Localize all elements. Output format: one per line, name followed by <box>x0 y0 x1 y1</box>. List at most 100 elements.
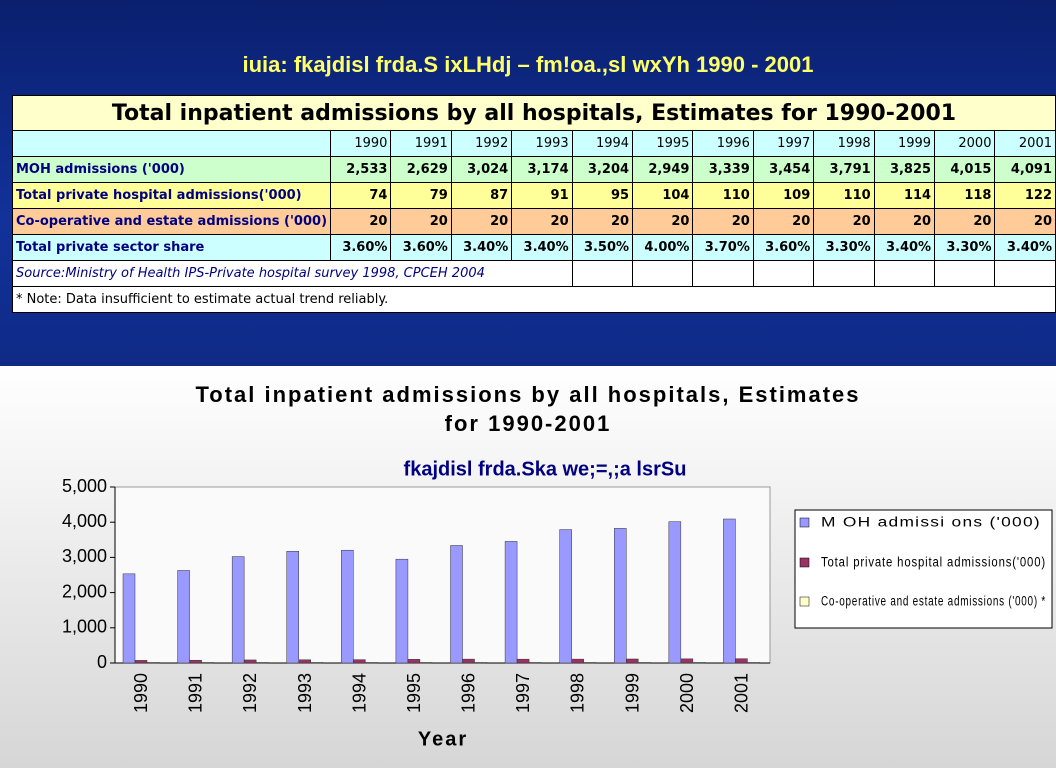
table-cell: 110 <box>692 182 754 209</box>
bar <box>474 662 487 664</box>
bar <box>134 660 148 664</box>
bar <box>243 659 257 664</box>
legend-swatch <box>799 557 810 568</box>
table-row: Total inpatient admissions by all hospit… <box>12 95 1056 131</box>
table-cell: 3.60% <box>330 234 392 261</box>
bar <box>395 558 409 664</box>
table-cell: 122 <box>994 182 1056 209</box>
y-tick-label: 4,000 <box>62 511 107 531</box>
bar <box>559 529 572 664</box>
table-cell: 3.70% <box>692 234 754 261</box>
bar <box>341 549 354 664</box>
table-cell: Total inpatient admissions by all hospit… <box>12 95 1056 131</box>
table-row: * Note: Data insufficient to estimate ac… <box>12 286 1056 313</box>
x-tick-label: 1998 <box>568 673 588 713</box>
bar <box>680 658 694 664</box>
legend-swatch <box>799 596 810 607</box>
bar <box>201 662 214 664</box>
table-cell: 3.30% <box>813 234 875 261</box>
legend-label: M OH admissi ons ('000) <box>821 515 1041 530</box>
table-row: Co-operative and estate admissions ('000… <box>11 208 1056 235</box>
bar <box>614 528 627 664</box>
x-tick-label: 1990 <box>131 673 151 713</box>
bar <box>692 662 706 664</box>
bar <box>450 545 463 664</box>
table-cell: 1997 <box>752 130 815 157</box>
table-cell: 1999 <box>873 130 936 157</box>
bar <box>231 556 245 664</box>
plot-area <box>114 486 771 664</box>
table-cell: 20 <box>571 208 634 235</box>
table-cell: 3,024 <box>450 156 513 183</box>
table-cell: 1992 <box>450 130 513 157</box>
chart-subtitle: fkajdisl frda.Ska we;=,;a lsrSu <box>404 458 687 480</box>
x-tick-label: 1994 <box>349 673 369 713</box>
table-cell: 2,629 <box>390 156 452 183</box>
y-tick-label: 2,000 <box>62 581 107 601</box>
table-cell: 3.40% <box>450 234 513 261</box>
y-tick-label: 1,000 <box>62 617 107 637</box>
legend-swatch <box>799 517 810 528</box>
x-tick-label: 1993 <box>295 673 315 713</box>
y-tick-label: 3,000 <box>62 546 107 566</box>
table-cell: 3.40% <box>994 234 1056 261</box>
x-tick-label: 2000 <box>677 673 697 713</box>
table-panel: iuia: fkajdisl frda.S ixLHdj – fm!oa.,sl… <box>0 0 1056 366</box>
y-tick-label: 0 <box>97 652 107 672</box>
table-cell: * Note: Data insufficient to estimate ac… <box>12 286 1056 313</box>
table-cell: 20 <box>752 208 815 235</box>
x-tick-label: 2001 <box>731 673 751 713</box>
table-cell: 2001 <box>994 130 1056 157</box>
bar <box>407 659 421 664</box>
bar <box>462 658 475 664</box>
x-tick-label: 1995 <box>404 673 424 713</box>
table-cell: 20 <box>934 208 996 235</box>
table-cell <box>692 260 754 287</box>
table-cell: 1993 <box>511 130 573 157</box>
table-cell: 87 <box>450 182 513 209</box>
bar <box>419 662 433 664</box>
table-cell: 1994 <box>571 130 634 157</box>
bar <box>638 662 651 664</box>
x-tick-label: 1999 <box>622 673 642 713</box>
bar <box>286 551 299 664</box>
bar <box>310 662 323 664</box>
bar <box>747 662 760 664</box>
table-cell: Total private hospital admissions('000) <box>11 182 332 209</box>
x-tick-label: 1996 <box>459 673 479 713</box>
bar <box>583 662 596 664</box>
bar <box>365 662 378 664</box>
bar <box>353 659 366 664</box>
table-cell: 3.40% <box>511 234 573 261</box>
table-cell: 2000 <box>934 130 996 157</box>
table-cell: 20 <box>873 208 936 235</box>
table-cell: MOH admissions ('000) <box>11 156 332 183</box>
table-cell: 20 <box>450 208 513 235</box>
x-axis-label: Year <box>418 728 468 750</box>
table-cell: 3.60% <box>390 234 452 261</box>
table-row: 1990 1991 1992 1993 1994 1995 1996 1997 1998 1999… <box>11 130 1056 157</box>
bar <box>528 662 542 664</box>
legend-box <box>794 509 1053 629</box>
table-cell: 20 <box>511 208 573 235</box>
bar <box>626 658 639 664</box>
table-cell: 3,339 <box>692 156 754 183</box>
bar <box>571 658 584 664</box>
chart-title: for 1990-2001 <box>445 411 612 436</box>
table-cell: 118 <box>934 182 996 209</box>
x-tick-label: 1992 <box>240 673 260 713</box>
table-cell: 4,091 <box>994 156 1056 183</box>
table-cell: 95 <box>571 182 634 209</box>
legend-label: Total private hospital admissions('000) <box>821 555 1046 570</box>
bar <box>723 518 736 664</box>
table-cell: 20 <box>692 208 754 235</box>
x-tick-label: 1991 <box>186 673 206 713</box>
x-tick-label: 1997 <box>513 673 533 713</box>
slide-title: iuia: fkajdisl frda.S ixLHdj – fm!oa.,sl… <box>242 52 814 77</box>
chart-title: Total inpatient admissions by all hospit… <box>195 382 860 407</box>
table-cell: 2,949 <box>632 156 694 183</box>
legend-label: Co-operative and estate admissions ('000… <box>821 594 1046 609</box>
bar <box>504 541 518 664</box>
